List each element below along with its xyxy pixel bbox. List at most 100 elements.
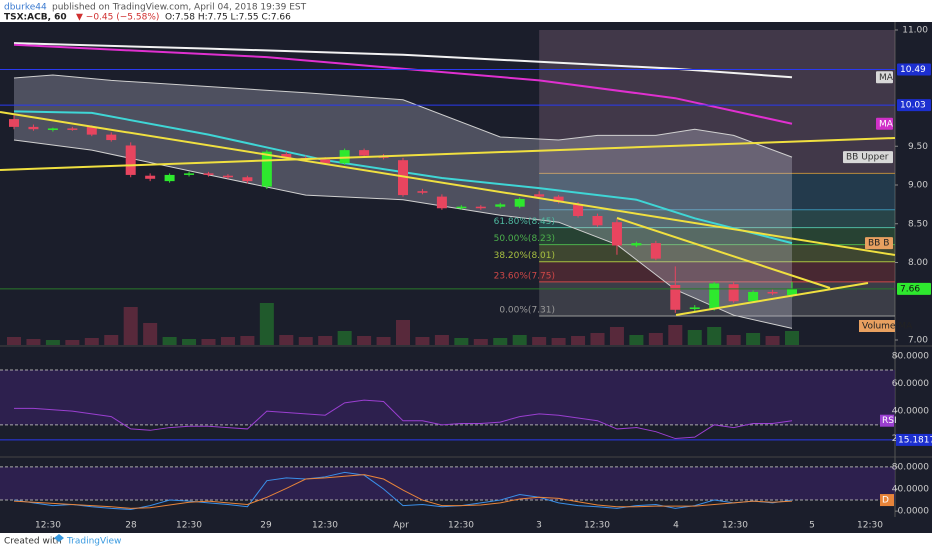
trendline [675, 282, 869, 316]
value-tag [896, 433, 932, 446]
volume-bar [201, 339, 216, 345]
candle-body [67, 128, 78, 130]
candle-body [631, 243, 642, 246]
price-pane [0, 29, 898, 512]
y-tick-label: 60.0000 [892, 379, 929, 389]
price-tag-label: MA [879, 73, 894, 83]
volume-bar [454, 338, 469, 345]
volume-bar [746, 333, 761, 345]
candle-body [611, 222, 622, 246]
ohlc: O:7.58 H:7.75 L:7.55 C:7.66 [165, 13, 291, 23]
y-tick-label: 8.00 [908, 258, 928, 268]
trendline [0, 111, 896, 256]
volume-bar [220, 337, 235, 345]
oscillator-line [14, 399, 793, 440]
y-tick-label: 80.0000 [892, 462, 929, 472]
price-tag-label: BB B [868, 239, 889, 249]
time-label: 12:30 [35, 521, 61, 531]
volume-bar [590, 333, 605, 345]
candle-body [242, 177, 253, 182]
change: ▼ −0.45 (−5.58%) [76, 13, 159, 23]
price-tag-label: 10.03 [900, 101, 926, 111]
trendline [0, 137, 896, 171]
candle-body [495, 204, 506, 207]
candle-body [456, 206, 467, 209]
price-tag [876, 71, 893, 84]
candle-body [728, 284, 739, 302]
price-tag [897, 63, 931, 76]
candle-body [475, 206, 486, 209]
candle-body [106, 134, 117, 141]
fib-label: 61.80%(8.45) [494, 217, 555, 227]
candle-body [767, 291, 778, 294]
price-tag [865, 237, 893, 250]
value-tag-label: 15.1817 [898, 435, 932, 445]
footer-created: Created with [4, 537, 62, 547]
volume-bar [765, 336, 780, 345]
y-tick-label: 40.0000 [892, 484, 929, 494]
volume-bar [434, 335, 449, 345]
candle-body [592, 216, 603, 226]
volume-bar [298, 337, 313, 345]
trendline [616, 217, 831, 289]
time-label: 12:30 [312, 521, 338, 531]
candle-body [125, 145, 136, 175]
candle-body [281, 154, 292, 158]
volume-bar [473, 339, 488, 345]
time-label: 12:30 [722, 521, 748, 531]
volume-bar [376, 337, 391, 345]
indicator-tag-label: D [882, 496, 889, 506]
time-label: 12:30 [176, 521, 202, 531]
candle-body [86, 126, 97, 135]
volume-bar [65, 340, 80, 345]
price-tag [843, 151, 893, 164]
bb-lower [13, 139, 793, 329]
candle-body [514, 198, 525, 207]
time-label: 29 [260, 521, 272, 531]
bb-fill [14, 74, 792, 329]
candle-body [573, 204, 584, 216]
moving-average [13, 43, 793, 125]
volume-bar [84, 338, 99, 345]
price-tag-label: MA [879, 119, 894, 129]
time-label: 12:30 [584, 521, 610, 531]
volume-bar [45, 340, 60, 345]
volume-bar [7, 337, 21, 345]
volume-bar [104, 335, 119, 345]
fib-zone [539, 209, 895, 228]
volume-bar [551, 338, 566, 345]
time-label: 12:30 [448, 521, 474, 531]
volume-bar [182, 339, 197, 345]
chart-bg [0, 22, 895, 517]
y-tick-label: 7.00 [908, 336, 928, 346]
volume-bar [785, 331, 799, 345]
footer-brand[interactable]: TradingView [66, 537, 121, 547]
time-label: 4 [673, 521, 679, 531]
volume-bar [143, 323, 158, 345]
overlay: 61.80%(8.45) 50.00%(8.23) 38.20%(8.01) 23.6… [494, 26, 932, 517]
volume-bar [162, 337, 177, 345]
band [0, 369, 895, 425]
volume-bar [629, 335, 644, 345]
volume-bar [240, 336, 255, 345]
candle-body [359, 150, 370, 156]
author[interactable]: dburke44 [4, 3, 47, 13]
volume-bar [532, 337, 547, 345]
time-axis-bg [0, 517, 932, 533]
volume-bar [396, 320, 410, 345]
fib-label: 23.60%(7.75) [494, 271, 555, 281]
moving-average [13, 110, 793, 245]
candle-body [670, 284, 681, 310]
candle-body [184, 173, 195, 175]
candle-body [553, 196, 564, 203]
y-tick-label: 40.0000 [892, 407, 929, 417]
logo [54, 534, 64, 542]
time-axis: 12:30 28 12:30 29 12:30 Apr 12:30 3 12:3… [35, 521, 883, 531]
oscillator-line [13, 474, 793, 509]
indicator-tag [880, 414, 894, 427]
band [0, 466, 895, 501]
fib-zone [539, 173, 895, 210]
volume-bar [687, 330, 702, 345]
candle-body [417, 191, 428, 193]
candle-body [689, 307, 700, 309]
